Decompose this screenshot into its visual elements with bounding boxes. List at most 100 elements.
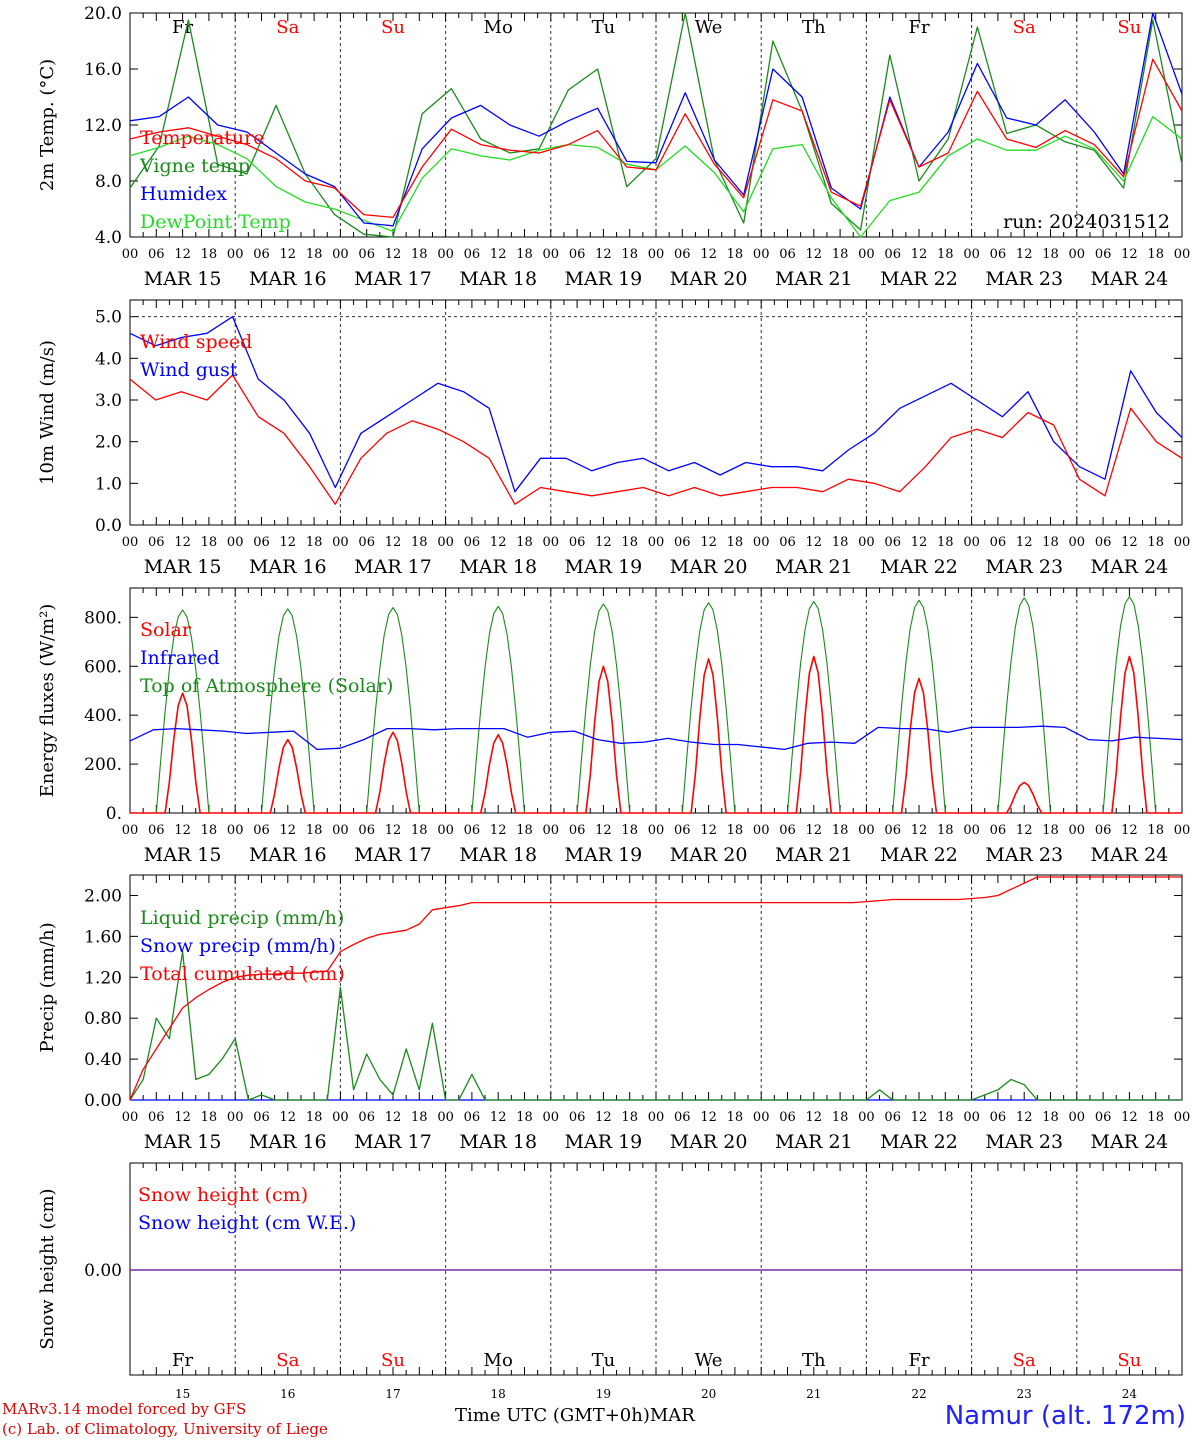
hour-label: 12: [1121, 823, 1138, 838]
hour-label: 06: [253, 1110, 270, 1125]
hour-label: 18: [411, 823, 428, 838]
date-label: MAR 24: [1091, 556, 1169, 578]
hour-label: 18: [937, 1110, 954, 1125]
hour-label: 06: [253, 247, 270, 262]
hour-label: 06: [990, 247, 1007, 262]
y-tick-label: 1.20: [84, 968, 122, 988]
hour-label: 18: [727, 1110, 744, 1125]
date-label: MAR 20: [670, 844, 748, 866]
hour-label: 18: [621, 1110, 638, 1125]
date-label: MAR 15: [144, 1131, 222, 1153]
hour-label: 06: [358, 1110, 375, 1125]
weekday-label-bottom: Mo: [484, 1350, 513, 1371]
y-tick-label: 600.: [84, 657, 122, 677]
hour-label: 12: [806, 247, 823, 262]
y-tick-label: 0.80: [84, 1009, 122, 1029]
day-number-label: 22: [911, 1387, 926, 1401]
hour-label: 00: [332, 1110, 349, 1125]
y-tick-label: 3.0: [95, 391, 122, 411]
hour-label: 06: [1095, 1110, 1112, 1125]
hour-label: 00: [858, 247, 875, 262]
hour-label: 12: [280, 247, 297, 262]
hour-label: 00: [1069, 823, 1086, 838]
hour-label: 12: [490, 247, 507, 262]
hour-label: 00: [543, 247, 560, 262]
hour-label: 12: [385, 1110, 402, 1125]
weekday-label-bottom: Su: [381, 1350, 405, 1371]
hour-label: 00: [1174, 535, 1191, 550]
hour-label: 18: [1042, 535, 1059, 550]
hour-label: 06: [779, 247, 796, 262]
hour-label: 06: [990, 1110, 1007, 1125]
hour-label: 06: [884, 247, 901, 262]
wind-speed-line: [129, 374, 1183, 505]
y-tick-label: 0.00: [84, 1091, 122, 1111]
y-tick-label: 1.60: [84, 927, 122, 947]
day-number-label: 21: [806, 1387, 821, 1401]
hour-label: 06: [779, 535, 796, 550]
hour-label: 06: [1095, 823, 1112, 838]
legend-entry: Infrared: [140, 647, 220, 669]
weekday-label-top: Tu: [592, 17, 616, 38]
hour-label: 12: [700, 823, 717, 838]
hour-label: 12: [385, 823, 402, 838]
hour-label: 00: [437, 823, 454, 838]
hour-label: 18: [832, 247, 849, 262]
legend-entry: Vigne temp: [139, 155, 250, 177]
hour-label: 06: [148, 1110, 165, 1125]
hour-label: 18: [727, 823, 744, 838]
hour-label: 18: [621, 247, 638, 262]
hour-label: 12: [280, 823, 297, 838]
hour-label: 00: [437, 1110, 454, 1125]
hour-label: 18: [516, 535, 533, 550]
temp-series-1: [129, 12, 1183, 238]
hour-label: 06: [569, 247, 586, 262]
y-tick-label: 2.0: [95, 433, 122, 453]
date-label: MAR 24: [1091, 844, 1169, 866]
hour-label: 00: [648, 535, 665, 550]
hour-label: 12: [280, 1110, 297, 1125]
weekday-label-top: Su: [381, 17, 405, 38]
weekday-label-top: Th: [802, 17, 826, 38]
date-label: MAR 22: [880, 1131, 958, 1153]
hour-label: 06: [674, 535, 691, 550]
hour-label: 00: [437, 247, 454, 262]
hour-label: 06: [358, 823, 375, 838]
hour-label: 12: [806, 1110, 823, 1125]
date-label: MAR 17: [354, 268, 432, 290]
hour-label: 06: [253, 823, 270, 838]
hour-label: 00: [858, 535, 875, 550]
hour-label: 12: [700, 1110, 717, 1125]
date-label: MAR 15: [144, 268, 222, 290]
hour-label: 00: [1069, 1110, 1086, 1125]
station-name: Namur (alt. 172m): [944, 1401, 1186, 1431]
day-number-label: 18: [491, 1387, 506, 1401]
hour-label: 00: [858, 823, 875, 838]
date-label: MAR 23: [985, 844, 1063, 866]
weekday-label-top: Sa: [276, 17, 299, 38]
hour-label: 12: [1121, 1110, 1138, 1125]
hour-label: 18: [516, 823, 533, 838]
month-label: MAR: [649, 1405, 695, 1426]
weekday-label-bottom: We: [695, 1350, 723, 1371]
date-label: MAR 19: [565, 1131, 643, 1153]
hour-label: 00: [122, 823, 139, 838]
hour-label: 00: [753, 247, 770, 262]
hour-label: 06: [569, 535, 586, 550]
hour-label: 12: [1121, 535, 1138, 550]
hour-label: 06: [569, 823, 586, 838]
hour-label: 06: [253, 535, 270, 550]
hour-label: 12: [911, 823, 928, 838]
legend-entry: Snow height (cm): [138, 1184, 308, 1206]
weekday-label-bottom: Tu: [592, 1350, 616, 1371]
wind-gust-line: [129, 316, 1183, 493]
date-label: MAR 20: [670, 556, 748, 578]
hour-label: 06: [148, 247, 165, 262]
panel-frame: [129, 587, 1183, 814]
hour-label: 12: [385, 247, 402, 262]
date-label: MAR 19: [565, 268, 643, 290]
date-label: MAR 20: [670, 1131, 748, 1153]
hour-label: 18: [1042, 247, 1059, 262]
hour-label: 00: [122, 1110, 139, 1125]
